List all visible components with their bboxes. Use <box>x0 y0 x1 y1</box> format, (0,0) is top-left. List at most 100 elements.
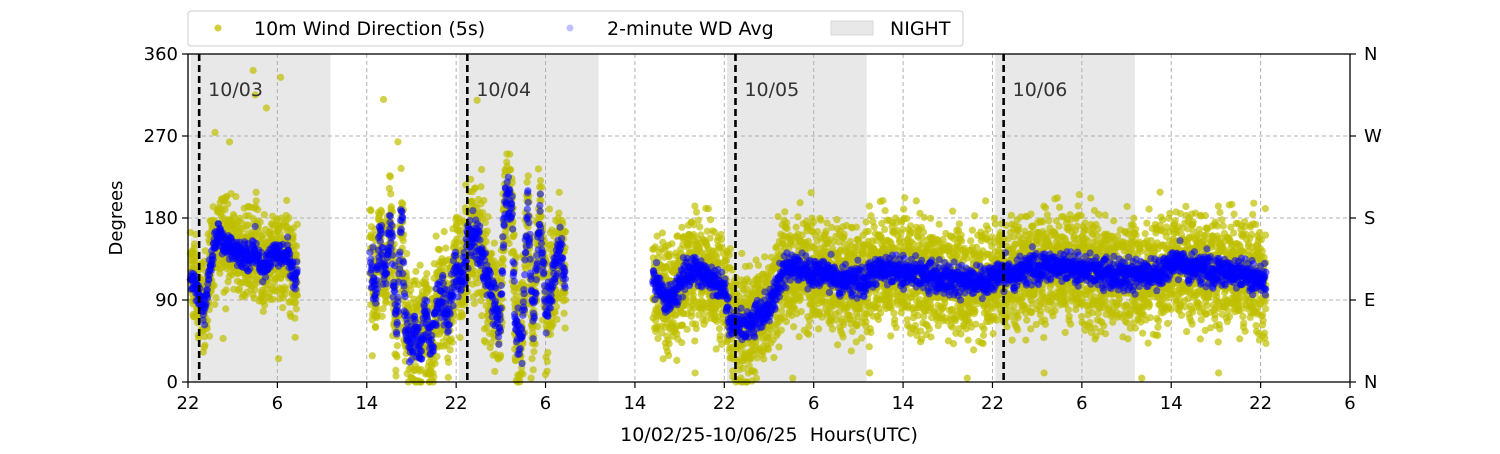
wind-direction-point <box>678 339 685 346</box>
wind-direction-point <box>292 299 299 306</box>
wind-direction-point <box>555 209 562 216</box>
wind-direction-point <box>972 321 979 328</box>
wind-direction-point <box>483 238 490 245</box>
wind-direction-point <box>691 337 698 344</box>
wind-direction-point <box>984 226 991 233</box>
wind-direction-point <box>980 325 987 332</box>
wind-direction-point <box>879 197 886 204</box>
wind-direction-point <box>251 286 258 293</box>
wind-direction-point <box>506 151 513 158</box>
wind-direction-point <box>738 250 745 257</box>
wind-direction-point <box>488 250 495 257</box>
wind-direction-point <box>562 296 569 303</box>
wind-direction-point <box>901 194 908 201</box>
wind-direction-point <box>441 228 448 235</box>
wind-direction-point <box>716 325 723 332</box>
wind-direction-point <box>538 183 545 190</box>
wind-direction-point <box>403 250 410 257</box>
wind-direction-point <box>477 183 484 190</box>
wind-direction-point <box>770 354 777 361</box>
wind-direction-point <box>544 349 551 356</box>
wind-direction-point <box>226 138 233 145</box>
wind-direction-point <box>560 310 567 317</box>
wind-direction-point <box>379 313 386 320</box>
wind-direction-point <box>211 129 218 136</box>
wind-direction-point <box>666 340 673 347</box>
wind-direction-point <box>666 250 673 257</box>
wind-direction-point <box>525 172 532 179</box>
wind-direction-point <box>875 316 882 323</box>
wind-direction-point <box>497 352 504 359</box>
wind-direction-point <box>867 329 874 336</box>
wind-direction-point <box>546 205 553 212</box>
wind-direction-point <box>471 300 478 307</box>
wind-direction-point <box>673 357 680 364</box>
wind-direction-point <box>253 197 260 204</box>
wind-direction-point <box>253 189 260 196</box>
wind-direction-point <box>294 292 301 299</box>
wind-direction-point <box>950 340 957 347</box>
wind-direction-point <box>775 213 782 220</box>
wind-direction-point <box>891 316 898 323</box>
wind-direction-point <box>491 368 498 375</box>
wind-direction-point <box>881 207 888 214</box>
wind-direction-point <box>853 224 860 231</box>
wind-direction-point <box>866 202 873 209</box>
wind-direction-point <box>927 333 934 340</box>
wind-direction-point <box>746 262 753 269</box>
wind-direction-point <box>726 251 733 258</box>
wind-direction-point <box>448 339 455 346</box>
wind-direction-point <box>793 224 800 231</box>
wind-direction-point <box>244 221 251 228</box>
wind-direction-point <box>380 96 387 103</box>
wind-direction-point <box>283 197 290 204</box>
wind-direction-point <box>279 304 286 311</box>
wind-direction-point <box>293 305 300 312</box>
wind-direction-point <box>398 165 405 172</box>
wind-direction-point <box>992 220 999 227</box>
wind-direction-point <box>261 302 268 309</box>
wind-direction-point <box>530 348 537 355</box>
wind-direction-point <box>484 213 491 220</box>
wind-direction-point <box>693 325 700 332</box>
wind-direction-point <box>794 213 801 220</box>
wind-direction-point <box>775 343 782 350</box>
wind-direction-point <box>269 296 276 303</box>
wind-direction-point <box>212 294 219 301</box>
wind-direction-point <box>833 216 840 223</box>
wind-direction-point <box>282 286 289 293</box>
wind-direction-point <box>206 333 213 340</box>
wind-direction-point <box>684 326 691 333</box>
wind-direction-point <box>862 318 869 325</box>
wind-direction-point <box>447 346 454 353</box>
wind-direction-point <box>807 189 814 196</box>
wind-direction-point <box>293 242 300 249</box>
wind-direction-point <box>432 360 439 367</box>
wind-direction-point <box>887 332 894 339</box>
wind-direction-point <box>926 325 933 332</box>
wind-direction-point <box>519 370 526 377</box>
wind-direction-point <box>863 218 870 225</box>
wind-direction-point <box>840 333 847 340</box>
wind-direction-point <box>294 221 301 228</box>
wind-direction-point <box>877 309 884 316</box>
wind-direction-point <box>543 368 550 375</box>
wind-direction-point <box>814 228 821 235</box>
wind-direction-point <box>797 199 804 206</box>
wind-direction-point <box>778 327 785 334</box>
wind-direction-point <box>417 262 424 269</box>
wind-direction-point <box>378 208 385 215</box>
wind-direction-point <box>871 223 878 230</box>
wind-direction-point <box>717 332 724 339</box>
wind-direction-point <box>806 317 813 324</box>
wind-direction-point <box>1008 212 1015 219</box>
wind-direction-point <box>990 330 997 337</box>
wind-direction-point <box>484 227 491 234</box>
wind-direction-point <box>760 355 767 362</box>
wind-direction-point <box>693 209 700 216</box>
wind-direction-point <box>980 340 987 347</box>
wind-direction-point <box>893 324 900 331</box>
wind-direction-point <box>260 308 267 315</box>
wind-direction-point <box>815 325 822 332</box>
